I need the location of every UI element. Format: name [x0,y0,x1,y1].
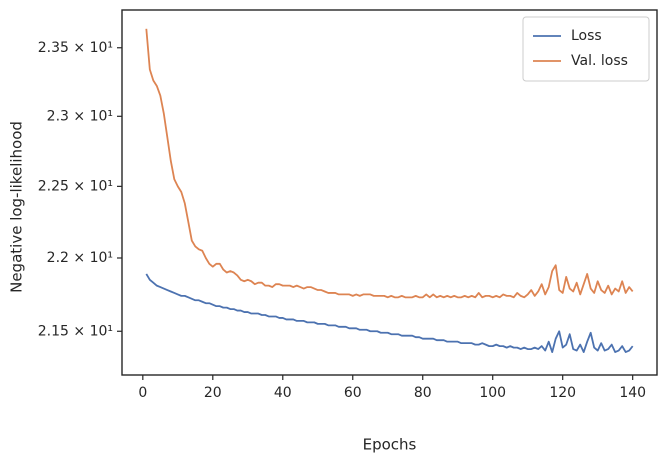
x-tick-label: 20 [204,385,222,401]
x-tick-label: 0 [138,385,147,401]
x-tick-label: 80 [414,385,432,401]
y-tick-label: 2.2 × 10¹ [47,250,113,266]
y-tick-label: 2.3 × 10¹ [47,108,113,124]
x-tick-label: 40 [274,385,292,401]
y-tick-label: 2.35 × 10¹ [38,40,113,56]
x-tick-label: 140 [619,385,646,401]
legend-label: Val. loss [571,53,628,69]
y-tick-label: 2.25 × 10¹ [38,178,113,194]
x-axis-label: Epochs [363,436,417,454]
x-tick-label: 60 [344,385,362,401]
legend-box [522,16,650,82]
x-tick-label: 120 [549,385,576,401]
legend-label: Loss [571,28,602,44]
y-axis-label: Negative log-likelihood [8,121,26,293]
y-tick-label: 2.15 × 10¹ [38,323,113,339]
x-tick-label: 100 [479,385,506,401]
line-series [145,273,634,353]
plot-frame [121,9,658,376]
line-series [145,28,634,299]
